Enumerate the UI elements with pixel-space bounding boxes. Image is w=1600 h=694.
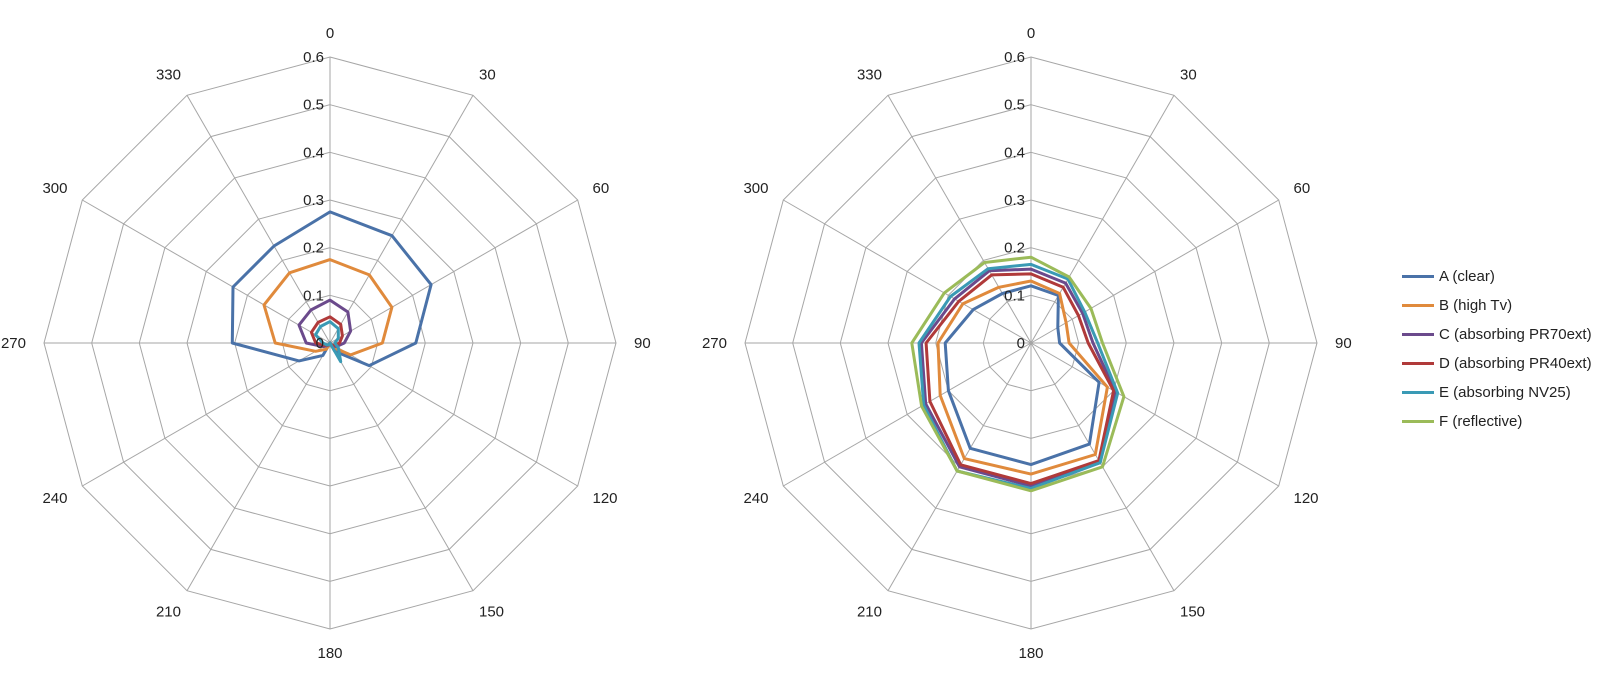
angle-label: 240 <box>42 490 67 507</box>
legend-item-a: A (clear) <box>1402 262 1592 291</box>
grid-spoke <box>186 95 331 344</box>
legend-label-c: C (absorbing PR70ext) <box>1439 326 1592 343</box>
angle-label: 210 <box>857 604 882 621</box>
radial-tick-label: 0.6 <box>1004 49 1025 66</box>
series-line-c-absorbing-pr70ext <box>919 267 1118 488</box>
legend-label-b: B (high Tv) <box>1439 297 1513 314</box>
angle-label: 150 <box>479 604 504 621</box>
angle-label: 0 <box>1027 25 1035 42</box>
radial-tick-label: 0.5 <box>1004 97 1025 114</box>
radial-tick-label: 0.4 <box>303 144 324 161</box>
grid-spoke <box>887 95 1032 344</box>
legend-item-d: D (absorbing PR40ext) <box>1402 349 1592 378</box>
angle-label: 270 <box>1 335 26 352</box>
legend-label-a: A (clear) <box>1439 268 1495 285</box>
series-line-e-absorbing-nv25 <box>917 262 1120 490</box>
radial-tick-label: 0.4 <box>1004 144 1025 161</box>
radial-tick-label: 0.3 <box>1004 192 1025 209</box>
series-line-d-absorbing-pr40ext <box>924 272 1116 486</box>
radial-tick-label: 0.6 <box>303 49 324 66</box>
radar-chart-1: 00.10.20.30.40.50.6030609012015018021024… <box>1 25 651 662</box>
legend-item-c: C (absorbing PR70ext) <box>1402 320 1592 349</box>
angle-label: 270 <box>702 335 727 352</box>
angle-label: 90 <box>1335 335 1352 352</box>
legend-swatch-c <box>1402 333 1434 336</box>
legend-item-f: F (reflective) <box>1402 407 1592 436</box>
radial-tick-label: 0 <box>1017 335 1025 352</box>
series-line-a-clear <box>943 284 1101 467</box>
grid-spoke <box>82 342 331 487</box>
legend-item-e: E (absorbing NV25) <box>1402 378 1592 407</box>
grid-spoke <box>329 95 474 344</box>
angle-label: 180 <box>1018 645 1043 662</box>
grid-spoke <box>783 199 1032 344</box>
angle-label: 330 <box>156 67 181 84</box>
angle-label: 330 <box>857 67 882 84</box>
angle-label: 210 <box>156 604 181 621</box>
angle-label: 60 <box>1294 180 1311 197</box>
legend-swatch-a <box>1402 275 1434 278</box>
angle-label: 30 <box>1180 67 1197 84</box>
radial-tick-label: 0 <box>316 335 324 352</box>
angle-label: 60 <box>593 180 610 197</box>
legend: A (clear) B (high Tv) C (absorbing PR70e… <box>1402 262 1592 436</box>
grid-spoke <box>1030 342 1279 487</box>
series-line-b-high-tv <box>936 279 1109 476</box>
legend-swatch-e <box>1402 391 1434 394</box>
angle-label: 240 <box>743 490 768 507</box>
grid-spoke <box>783 342 1032 487</box>
legend-label-d: D (absorbing PR40ext) <box>1439 355 1592 372</box>
angle-label: 180 <box>317 645 342 662</box>
angle-label: 150 <box>1180 604 1205 621</box>
grid-spoke <box>1030 95 1175 344</box>
grid-spoke <box>186 342 331 591</box>
series-line-f-reflective <box>910 255 1126 493</box>
legend-swatch-d <box>1402 362 1434 365</box>
angle-label: 30 <box>479 67 496 84</box>
legend-label-e: E (absorbing NV25) <box>1439 384 1571 401</box>
angle-label: 120 <box>1294 490 1319 507</box>
series-line-e-absorbing-nv25 <box>314 320 343 364</box>
grid-spoke <box>329 199 578 344</box>
radial-tick-label: 0.1 <box>1004 287 1025 304</box>
radial-tick-label: 0.3 <box>303 192 324 209</box>
angle-label: 120 <box>593 490 618 507</box>
grid-spoke <box>329 342 474 591</box>
angle-label: 0 <box>326 25 334 42</box>
radial-tick-label: 0.5 <box>303 97 324 114</box>
radial-tick-label: 0.2 <box>1004 240 1025 257</box>
legend-swatch-b <box>1402 304 1434 307</box>
grid-spoke <box>329 342 578 487</box>
radial-tick-label: 0.2 <box>303 240 324 257</box>
radar-chart-2: 00.10.20.30.40.50.6030609012015018021024… <box>702 25 1352 662</box>
legend-item-b: B (high Tv) <box>1402 291 1592 320</box>
grid-spoke <box>1030 199 1279 344</box>
grid-spoke <box>82 199 331 344</box>
radial-tick-label: 0.1 <box>303 287 324 304</box>
legend-swatch-f <box>1402 420 1434 423</box>
angle-label: 300 <box>743 180 768 197</box>
legend-label-f: F (reflective) <box>1439 413 1523 430</box>
angle-label: 300 <box>42 180 67 197</box>
angle-label: 90 <box>634 335 651 352</box>
